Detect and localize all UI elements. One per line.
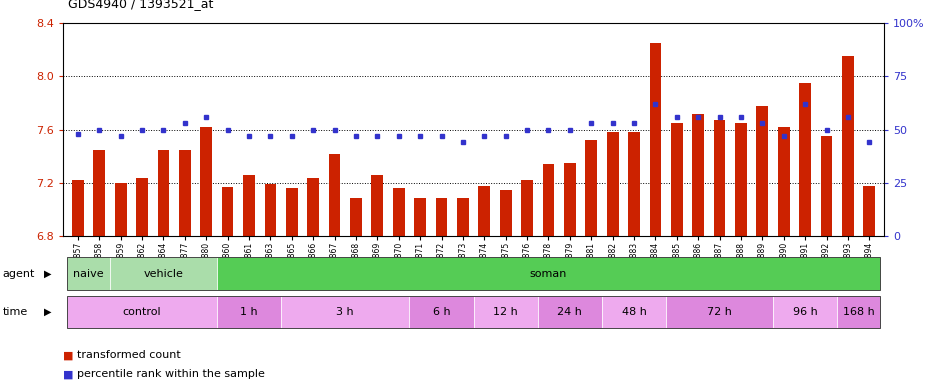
Text: agent: agent [3, 268, 35, 279]
Bar [607, 132, 619, 236]
Text: percentile rank within the sample: percentile rank within the sample [77, 369, 265, 379]
Bar [799, 83, 811, 236]
Bar [649, 43, 661, 236]
Bar [115, 183, 127, 236]
Text: 72 h: 72 h [707, 307, 732, 317]
Bar [671, 123, 683, 236]
Bar [393, 188, 404, 236]
Text: vehicle: vehicle [143, 268, 183, 279]
Bar [350, 197, 362, 236]
Bar [436, 197, 448, 236]
Text: 3 h: 3 h [337, 307, 354, 317]
Text: 6 h: 6 h [433, 307, 450, 317]
Text: time: time [3, 307, 28, 317]
Bar [157, 150, 169, 236]
Text: 24 h: 24 h [558, 307, 583, 317]
Bar [372, 175, 383, 236]
Text: ▶: ▶ [43, 307, 51, 317]
Text: 48 h: 48 h [622, 307, 647, 317]
Bar [93, 150, 105, 236]
Text: 168 h: 168 h [843, 307, 874, 317]
Bar [201, 127, 212, 236]
Bar [543, 164, 554, 236]
Bar [243, 175, 255, 236]
Bar [778, 127, 790, 236]
Bar [863, 185, 875, 236]
Text: GDS4940 / 1393521_at: GDS4940 / 1393521_at [68, 0, 213, 10]
Text: transformed count: transformed count [77, 350, 180, 360]
Bar [328, 154, 340, 236]
Bar [757, 106, 769, 236]
Bar [307, 177, 319, 236]
Text: 1 h: 1 h [240, 307, 258, 317]
Bar [478, 185, 490, 236]
Text: ▶: ▶ [43, 268, 51, 279]
Bar [842, 56, 854, 236]
Text: ■: ■ [63, 369, 73, 379]
Text: soman: soman [530, 268, 567, 279]
Text: 12 h: 12 h [493, 307, 518, 317]
Bar [500, 190, 512, 236]
Bar [564, 163, 575, 236]
Text: control: control [123, 307, 161, 317]
Bar [628, 132, 640, 236]
Bar [692, 114, 704, 236]
Bar [222, 187, 233, 236]
Text: ■: ■ [63, 350, 73, 360]
Bar [586, 140, 598, 236]
Bar [265, 184, 277, 236]
Bar [521, 180, 533, 236]
Bar [72, 180, 84, 236]
Text: 96 h: 96 h [793, 307, 818, 317]
Bar [286, 188, 298, 236]
Bar [179, 150, 191, 236]
Bar [735, 123, 746, 236]
Text: naive: naive [73, 268, 104, 279]
Bar [414, 197, 426, 236]
Bar [820, 136, 832, 236]
Bar [457, 197, 469, 236]
Bar [136, 177, 148, 236]
Bar [714, 120, 725, 236]
